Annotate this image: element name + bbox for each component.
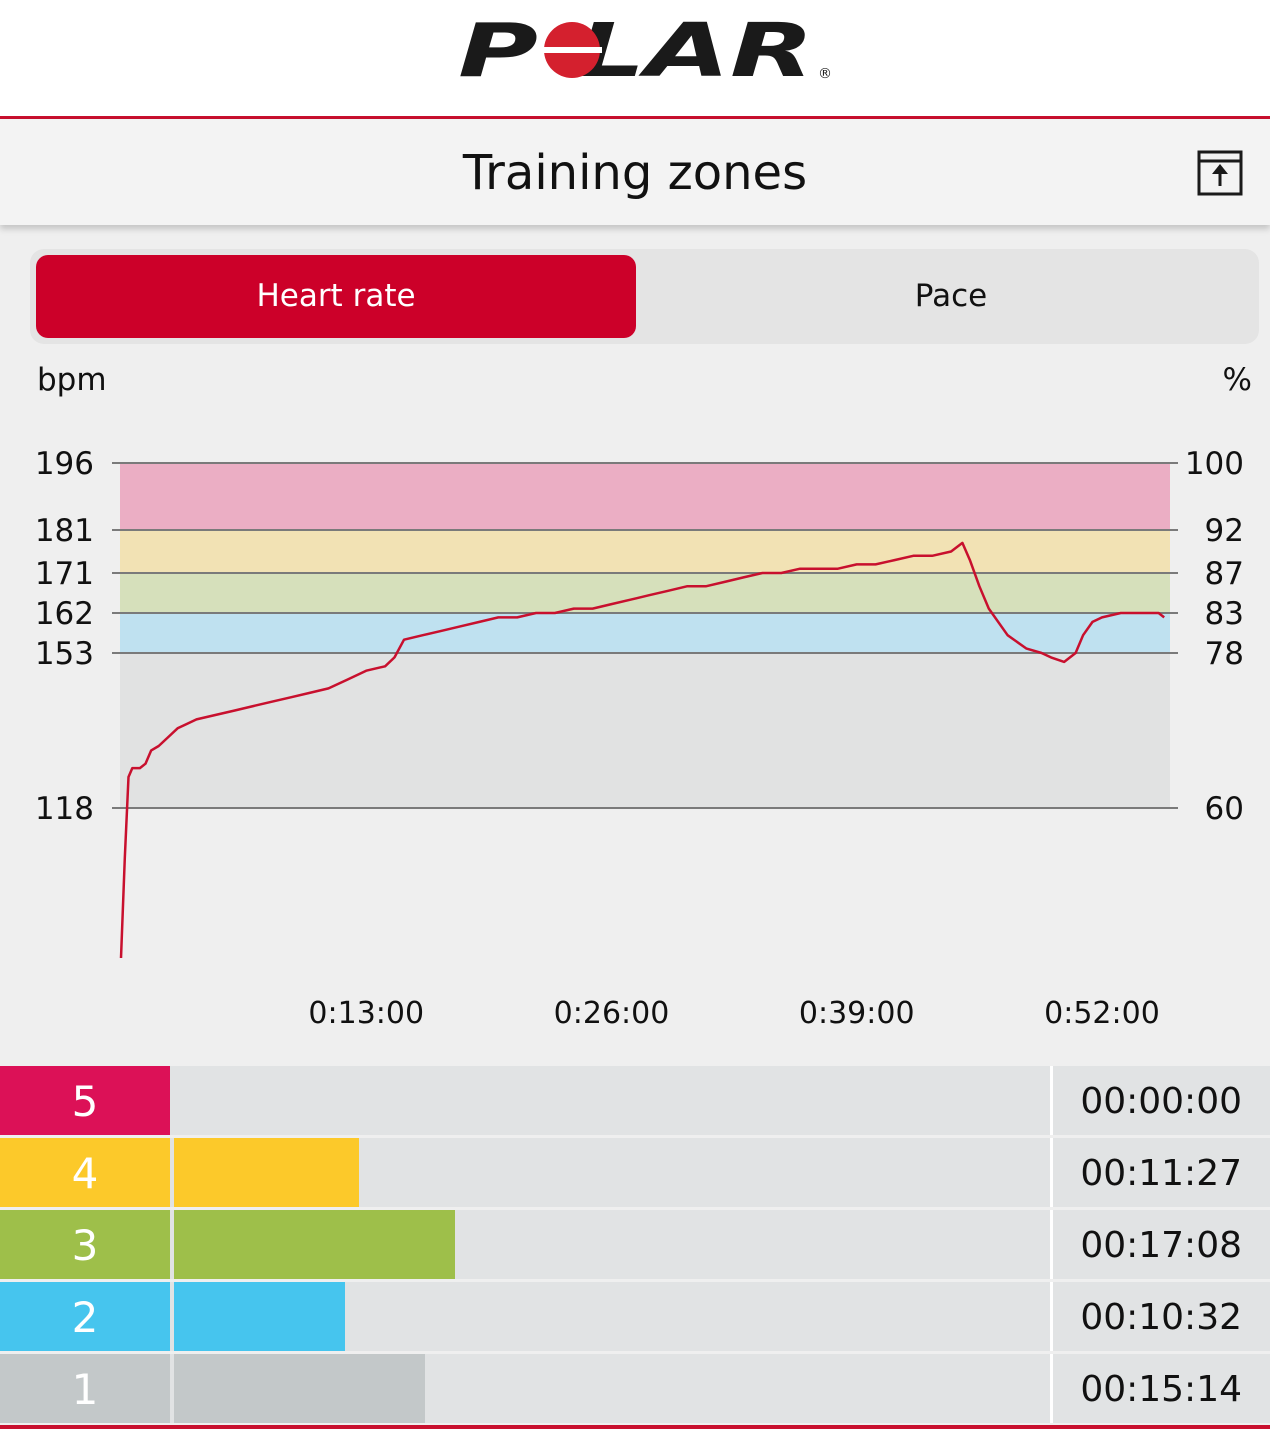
export-icon[interactable] [1196, 148, 1246, 198]
y-tick-bpm: 196 [35, 446, 94, 482]
zone-divider [1050, 1354, 1053, 1423]
zone-number: 2 [0, 1282, 170, 1351]
polar-logo-text: P LAR [458, 14, 814, 84]
y-tick-percent: 78 [1205, 636, 1244, 672]
x-tick-label: 0:26:00 [554, 996, 670, 1031]
zone-band-2 [120, 613, 1170, 653]
zone-time: 00:15:14 [1080, 1369, 1242, 1410]
zone-number: 1 [0, 1354, 170, 1423]
heart-rate-line [119, 541, 1165, 959]
registered-mark: ® [818, 66, 832, 82]
zone-divider [1050, 1210, 1053, 1279]
y-tick-bpm: 181 [35, 513, 94, 549]
zone-number: 5 [0, 1066, 170, 1135]
title-bar: Training zones [0, 119, 1270, 225]
app-header: P LAR ® [0, 0, 1270, 119]
bottom-accent-line [0, 1425, 1270, 1429]
zone-divider [1050, 1138, 1053, 1207]
polar-logo-icon: P LAR ® [458, 14, 832, 84]
x-tick-label: 0:13:00 [308, 996, 424, 1031]
zone-row-5: 5 00:00:00 [0, 1066, 1270, 1135]
zone-divider [1050, 1066, 1053, 1135]
heart-rate-chart: 196 100 181 92 171 87 162 83 153 78 118 60 0:13:00 0:… [35, 446, 1244, 1031]
x-tick-label: 0:39:00 [799, 996, 915, 1031]
zone-time: 00:00:00 [1080, 1081, 1242, 1122]
zone-time: 00:11:27 [1080, 1153, 1242, 1194]
zone-time-bar [174, 1210, 455, 1279]
zone-number: 3 [0, 1210, 170, 1279]
right-axis-unit: % [1222, 362, 1252, 398]
y-tick-percent: 87 [1205, 556, 1244, 592]
y-tick-bpm: 153 [35, 636, 94, 672]
zone-row-1: 1 00:15:14 [0, 1354, 1270, 1423]
y-tick-percent: 83 [1205, 596, 1244, 632]
zone-band-1 [120, 653, 1170, 808]
zone-time-bar [174, 1138, 359, 1207]
y-tick-bpm: 162 [35, 596, 94, 632]
tab-pace[interactable]: Pace [914, 278, 988, 314]
zone-time-bar [174, 1354, 425, 1423]
zone-time: 00:17:08 [1080, 1225, 1242, 1266]
x-tick-label: 0:52:00 [1044, 996, 1160, 1031]
zone-time: 00:10:32 [1080, 1297, 1242, 1338]
y-tick-percent: 60 [1205, 791, 1244, 827]
zone-number: 4 [0, 1138, 170, 1207]
y-tick-bpm: 171 [35, 556, 94, 592]
zone-row-2: 2 00:10:32 [0, 1282, 1270, 1351]
y-tick-bpm: 118 [35, 791, 94, 827]
tab-heart-rate[interactable]: Heart rate [36, 255, 636, 338]
zone-row-3: 3 00:17:08 [0, 1210, 1270, 1279]
zone-time-bar [174, 1282, 345, 1351]
zone-row-4: 4 00:11:27 [0, 1138, 1270, 1207]
zone-band-3 [120, 573, 1170, 613]
left-axis-unit: bpm [37, 362, 107, 398]
y-tick-percent: 100 [1185, 446, 1244, 482]
y-tick-percent: 92 [1205, 513, 1244, 549]
zone-band-5 [120, 463, 1170, 530]
tab-bar: Heart rate Pace [30, 249, 1259, 344]
zone-divider [1050, 1282, 1053, 1351]
zone-band-4 [120, 530, 1170, 573]
page-title: Training zones [462, 145, 808, 201]
